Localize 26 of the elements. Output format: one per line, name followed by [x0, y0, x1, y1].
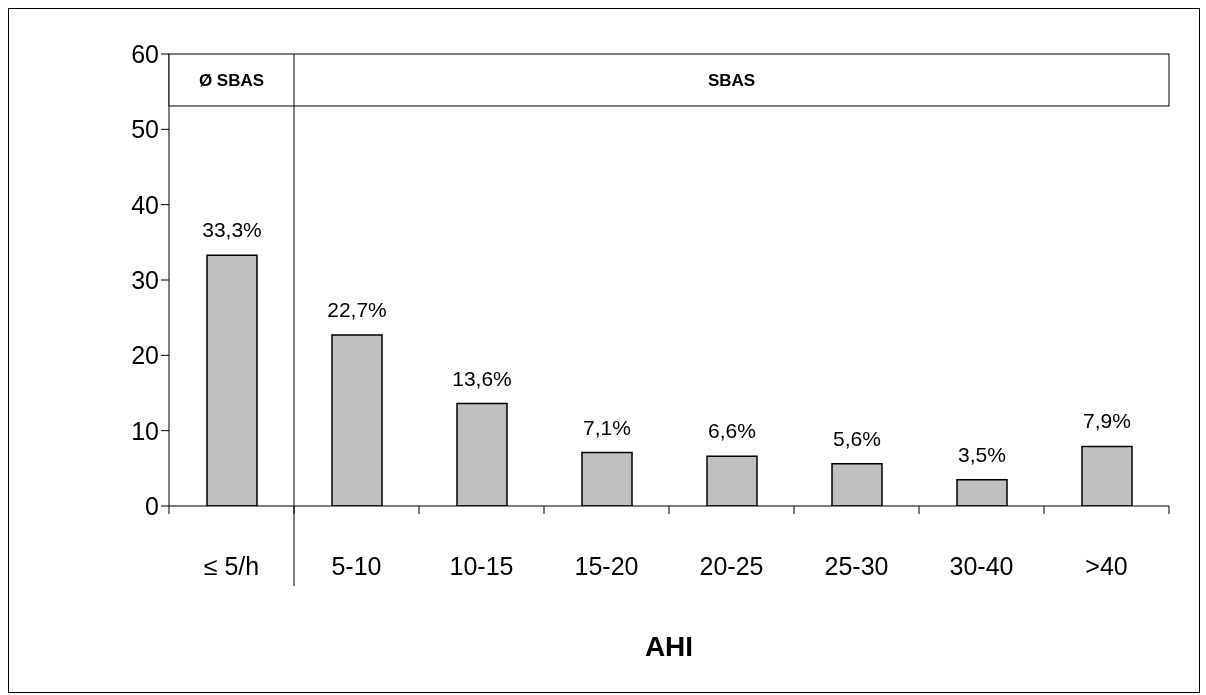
- y-tick-label: 60: [131, 39, 159, 68]
- x-tick-label: 15-20: [574, 551, 639, 580]
- x-tick-label: 20-25: [699, 551, 764, 580]
- y-tick-label: 30: [131, 265, 159, 294]
- x-tick-label: ≤ 5/h: [203, 551, 260, 580]
- data-label: 5,6%: [833, 426, 881, 450]
- y-tick-label: 0: [145, 491, 159, 520]
- data-label: 6,6%: [708, 419, 756, 443]
- x-tick-label: 5-10: [331, 551, 382, 580]
- data-label: 33,3%: [202, 218, 262, 242]
- x-tick-label: >40: [1085, 551, 1128, 580]
- y-tick-label: 20: [131, 341, 159, 370]
- data-label: 3,5%: [958, 442, 1006, 466]
- x-axis-title: AHI: [644, 631, 694, 662]
- x-tick-label: 30-40: [949, 551, 1014, 580]
- y-tick-label: 50: [131, 115, 159, 144]
- y-tick-label: 10: [131, 416, 159, 445]
- data-label: 13,6%: [452, 366, 512, 390]
- annotation: SBAS: [707, 70, 756, 90]
- data-label: 7,1%: [583, 415, 631, 439]
- x-tick-label: 10-15: [449, 551, 514, 580]
- x-tick-label: 25-30: [824, 551, 889, 580]
- data-label: 7,9%: [1083, 409, 1131, 433]
- data-label: 22,7%: [327, 297, 387, 321]
- y-tick-label: 40: [131, 190, 159, 219]
- annotation: Ø SBAS: [198, 70, 265, 90]
